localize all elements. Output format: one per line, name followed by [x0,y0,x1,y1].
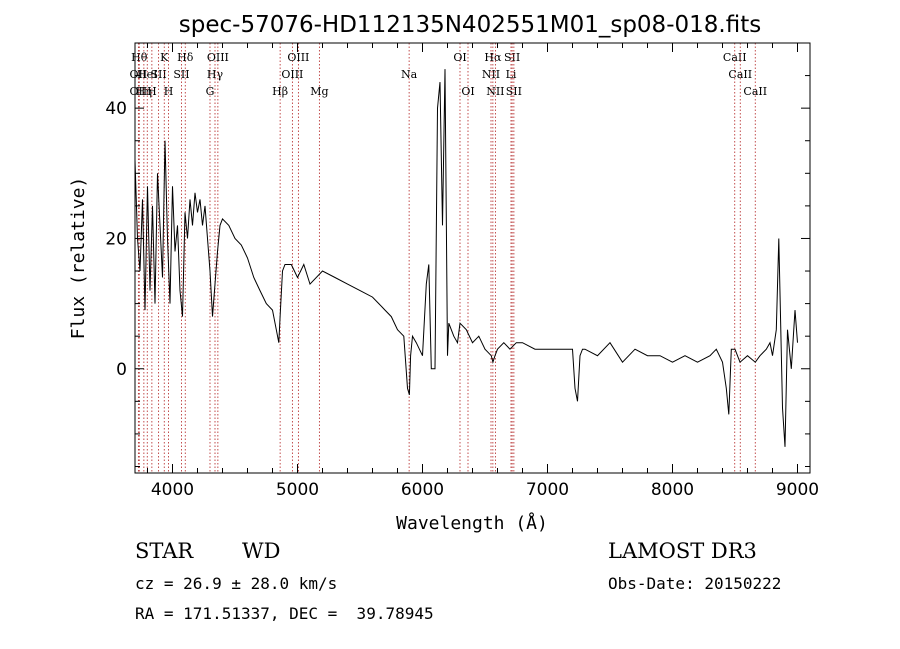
line-marker-label: HeI [137,68,157,81]
y-tick-label: 0 [116,360,127,380]
line-marker-label: OIII [287,51,309,64]
spectrum-line [134,69,798,447]
y-tick-label: 40 [105,99,127,119]
line-marker-label: SII [151,68,167,81]
x-axis-label: Wavelength (Å) [396,512,548,534]
line-marker-label: NII [486,85,504,98]
line-marker-label: Hα [484,51,502,64]
x-tick-label: 6000 [401,480,444,500]
x-tick-label: 4000 [151,480,194,500]
coordinates-text: RA = 171.51337, DEC = 39.78945 [135,604,434,623]
line-marker-label: OII [130,85,148,98]
line-marker-label: NII [482,68,500,81]
x-tick-label: 8000 [651,480,694,500]
line-marker-label: SII [173,68,189,81]
line-marker-label: H [164,85,174,98]
line-marker-label: OII [130,68,148,81]
line-marker-label: SII [506,85,522,98]
x-tick-label: 7000 [526,480,569,500]
y-axis: 0 20 40 [105,42,810,467]
subclass-label: WD [242,539,281,563]
line-marker-label: G [206,85,215,98]
line-marker-label: OIII [207,51,229,64]
line-marker-label: H [147,85,157,98]
line-marker-label: CaII [743,85,767,98]
line-marker-label: Hθ [131,51,148,64]
class-label: STAR [135,539,194,563]
line-marker-label: CaII [723,51,747,64]
line-marker-label: OIII [281,68,303,81]
survey-label: LAMOST DR3 [608,539,757,563]
line-marker-label: OI [461,85,474,98]
x-tick-label: 9000 [776,480,819,500]
line-marker-label: CaII [728,68,752,81]
line-marker-label: Li [506,68,517,81]
y-axis-label: Flux (relative) [68,177,89,340]
chart-title: spec-57076-HD112135N402551M01_sp08-018.f… [179,12,761,38]
line-marker-label: Mg [310,85,328,98]
line-marker-label: Hγ [207,68,224,81]
obs-date-text: Obs-Date: 20150222 [608,574,782,593]
y-tick-label: 20 [105,229,127,249]
line-marker-label: OI [453,51,466,64]
x-tick-label: 5000 [276,480,319,500]
plot-frame [134,42,811,474]
line-markers: HθOIIOIIHηHeIHSIIKHHδSIIGHγOIIIHβOIIIOII… [130,43,767,473]
x-axis: 4000 5000 6000 7000 8000 9000 [147,43,819,500]
line-marker-label: Na [401,68,418,81]
line-marker-label: Hβ [272,85,288,98]
line-marker-label: Hη [136,85,152,98]
line-marker-label: Hδ [177,51,194,64]
redshift-text: cz = 26.9 ± 28.0 km/s [135,574,338,593]
line-marker-label: K [160,51,169,64]
line-marker-label: SII [504,51,520,64]
